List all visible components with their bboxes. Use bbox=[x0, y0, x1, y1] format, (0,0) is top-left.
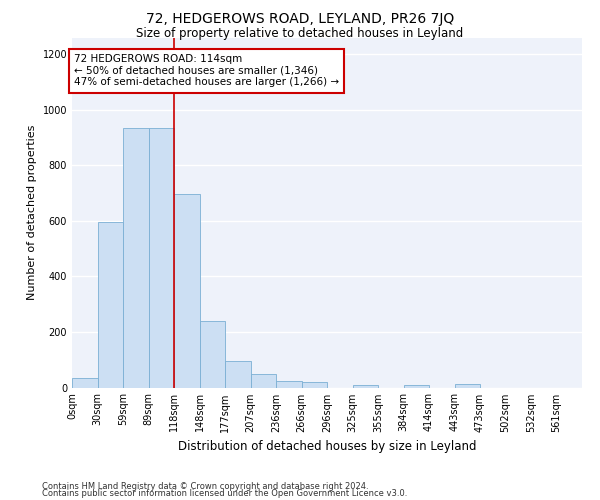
Bar bbox=[149, 128, 174, 388]
Text: 72 HEDGEROWS ROAD: 114sqm
← 50% of detached houses are smaller (1,346)
47% of se: 72 HEDGEROWS ROAD: 114sqm ← 50% of detac… bbox=[74, 54, 339, 88]
X-axis label: Distribution of detached houses by size in Leyland: Distribution of detached houses by size … bbox=[178, 440, 476, 453]
Bar bbox=[353, 384, 378, 388]
Bar bbox=[302, 382, 327, 388]
Bar bbox=[455, 384, 480, 388]
Bar bbox=[97, 222, 123, 388]
Bar bbox=[404, 384, 429, 388]
Y-axis label: Number of detached properties: Number of detached properties bbox=[27, 125, 37, 300]
Text: Contains public sector information licensed under the Open Government Licence v3: Contains public sector information licen… bbox=[42, 489, 407, 498]
Text: 72, HEDGEROWS ROAD, LEYLAND, PR26 7JQ: 72, HEDGEROWS ROAD, LEYLAND, PR26 7JQ bbox=[146, 12, 454, 26]
Bar bbox=[174, 194, 199, 388]
Text: Size of property relative to detached houses in Leyland: Size of property relative to detached ho… bbox=[136, 28, 464, 40]
Bar bbox=[225, 361, 251, 388]
Bar bbox=[72, 378, 97, 388]
Text: Contains HM Land Registry data © Crown copyright and database right 2024.: Contains HM Land Registry data © Crown c… bbox=[42, 482, 368, 491]
Bar bbox=[251, 374, 276, 388]
Bar bbox=[123, 128, 149, 388]
Bar bbox=[199, 321, 225, 388]
Bar bbox=[276, 380, 302, 388]
